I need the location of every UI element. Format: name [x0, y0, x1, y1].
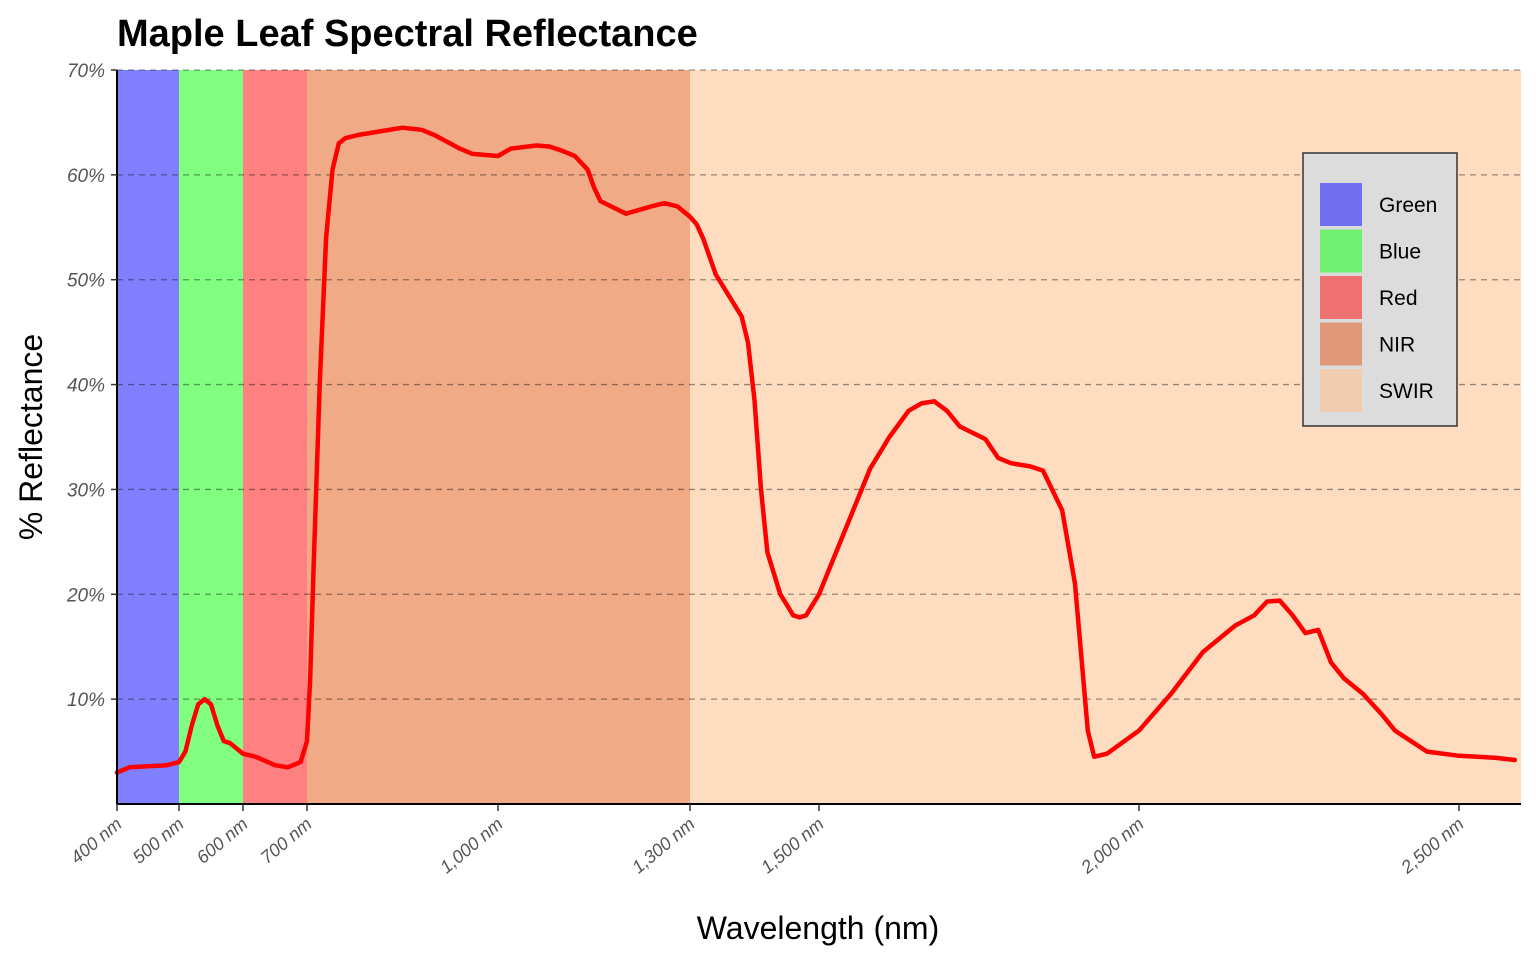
- y-tick-label: 70%: [67, 61, 105, 82]
- legend-key-green: [1320, 183, 1362, 226]
- reflectance-series-line: [114, 125, 1518, 775]
- band-region-blue: [179, 70, 243, 804]
- legend-label-swir: SWIR: [1379, 380, 1434, 403]
- legend-label-red: Red: [1379, 287, 1418, 310]
- y-tick-label: 10%: [67, 690, 105, 711]
- y-tick-label: 20%: [66, 585, 105, 606]
- series-layer: [114, 125, 1518, 775]
- legend: Green Blue Red NIR SWIR: [1302, 152, 1458, 427]
- y-tick-label: 30%: [67, 480, 105, 501]
- legend-key-swir: [1320, 369, 1362, 412]
- legend-key-red: [1320, 276, 1362, 319]
- x-tick-label: 700 nm: [257, 814, 316, 868]
- band-region-red: [243, 70, 307, 804]
- y-tick-label: 50%: [67, 271, 105, 292]
- legend-key-blue: [1320, 229, 1362, 273]
- x-tick-label: 600 nm: [193, 814, 252, 868]
- y-tick-label: 60%: [67, 166, 105, 187]
- y-axis-title: % Reflectance: [13, 334, 49, 540]
- chart-title: Maple Leaf Spectral Reflectance: [117, 13, 698, 55]
- legend-key-nir: [1320, 322, 1362, 366]
- band-region-nir: [307, 70, 690, 804]
- band-region-green: [117, 70, 179, 804]
- x-tick-label: 2,500 nm: [1396, 814, 1467, 878]
- x-axis-title: Wavelength (nm): [697, 910, 939, 946]
- x-tick-labels: 400 nm 500 nm 600 nm 700 nm 1,000 nm 1,300 nm…: [67, 814, 1468, 878]
- legend-label-green: Green: [1379, 194, 1437, 217]
- y-tick-labels: 10% 20% 30% 40% 50% 60% 70%: [66, 61, 105, 711]
- band-regions: [117, 70, 1521, 804]
- x-tick-label: 1,300 nm: [628, 814, 698, 878]
- x-tick-label: 1,500 nm: [757, 814, 827, 878]
- legend-label-blue: Blue: [1379, 241, 1421, 264]
- x-tick-label: 2,000 nm: [1076, 814, 1147, 878]
- x-tick-label: 1,000 nm: [436, 814, 506, 878]
- legend-label-nir: NIR: [1379, 334, 1415, 357]
- axes: [111, 69, 1521, 811]
- x-tick-label: 500 nm: [129, 814, 188, 868]
- x-tick-label: 400 nm: [67, 814, 126, 868]
- y-tick-label: 40%: [67, 376, 105, 397]
- gridlines: [117, 69, 1521, 700]
